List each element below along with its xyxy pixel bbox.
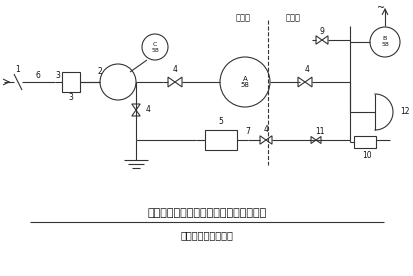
Text: 4: 4 bbox=[172, 65, 177, 73]
Text: 11: 11 bbox=[314, 128, 324, 137]
Text: ~: ~ bbox=[376, 3, 384, 13]
Text: 9: 9 bbox=[319, 28, 324, 36]
Text: 4: 4 bbox=[304, 65, 309, 73]
Text: 1: 1 bbox=[16, 65, 20, 75]
Text: 染毒区: 染毒区 bbox=[235, 14, 250, 23]
Text: B: B bbox=[382, 36, 386, 41]
Text: C: C bbox=[152, 41, 157, 46]
Text: 4: 4 bbox=[145, 105, 150, 115]
Text: 7: 7 bbox=[245, 128, 250, 137]
Text: 2: 2 bbox=[97, 68, 102, 76]
Bar bbox=[353, 136, 375, 148]
Text: A: A bbox=[242, 76, 247, 82]
Text: 压差测量管、增压管、取样管布置示意图: 压差测量管、增压管、取样管布置示意图 bbox=[147, 208, 266, 218]
Bar bbox=[62, 72, 80, 92]
Text: 5: 5 bbox=[218, 118, 223, 126]
Text: 3: 3 bbox=[69, 94, 73, 102]
Text: 58: 58 bbox=[240, 82, 249, 88]
Text: 10: 10 bbox=[361, 152, 371, 161]
Text: （一台过滤吸收器）: （一台过滤吸收器） bbox=[180, 230, 233, 240]
Text: 4: 4 bbox=[263, 126, 268, 134]
Text: 58: 58 bbox=[151, 47, 159, 52]
Text: 6: 6 bbox=[36, 70, 40, 79]
Bar bbox=[204, 130, 236, 150]
Text: 58: 58 bbox=[380, 43, 388, 47]
Text: 12: 12 bbox=[399, 107, 408, 116]
Text: 清洁区: 清洁区 bbox=[285, 14, 300, 23]
Text: 3: 3 bbox=[55, 70, 60, 79]
